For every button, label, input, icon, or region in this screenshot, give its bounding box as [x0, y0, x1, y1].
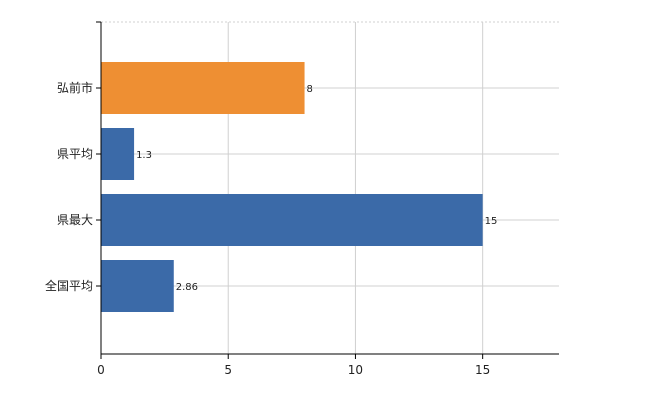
x-tick-label-0: 0 [97, 363, 105, 377]
bar-2 [101, 194, 483, 246]
x-tick-label-2: 10 [348, 363, 363, 377]
bar-value-label-0: 8 [307, 84, 313, 95]
bar-0 [101, 62, 305, 114]
y-tick-label-3: 全国平均 [45, 278, 93, 293]
y-tick-label-1: 県平均 [57, 147, 93, 161]
bar-value-label-3: 2.86 [176, 282, 198, 293]
axes [96, 21, 559, 359]
bars [101, 62, 483, 312]
x-tick-label-3: 15 [475, 363, 490, 377]
y-tick-label-2: 県最大 [57, 213, 93, 227]
bar-value-label-2: 15 [485, 216, 498, 227]
y-tick-label-0: 弘前市 [57, 80, 93, 95]
bar-value-label-1: 1.3 [136, 150, 152, 161]
x-tick-label-1: 5 [224, 363, 232, 377]
bar-1 [101, 128, 135, 180]
bar-3 [101, 260, 174, 312]
